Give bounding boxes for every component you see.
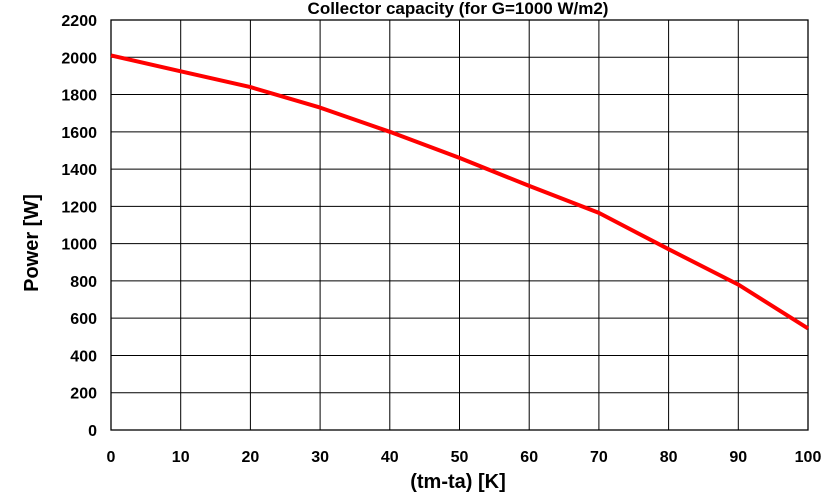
- x-tick-label: 50: [451, 449, 469, 466]
- x-tick-label: 30: [311, 449, 329, 466]
- y-tick-label: 1400: [61, 162, 97, 179]
- y-tick-label: 200: [70, 386, 97, 403]
- x-tick-label: 90: [729, 449, 747, 466]
- y-tick-label: 400: [70, 348, 97, 365]
- x-tick-label: 20: [242, 449, 260, 466]
- y-tick-label: 600: [70, 311, 97, 328]
- plot-area-frame: [110, 19, 809, 431]
- y-axis-label: Power [W]: [21, 194, 43, 292]
- y-tick-label: 1200: [61, 199, 97, 216]
- x-tick-labels: 0 10 20 30 40 50 60 70 80 90 100: [107, 449, 822, 466]
- chart-title: Collector capacity (for G=1000 W/m2): [308, 0, 609, 18]
- series-line: [110, 53, 810, 331]
- y-tick-label: 800: [70, 274, 97, 291]
- y-tick-label: 0: [88, 423, 97, 440]
- x-tick-label: 10: [172, 449, 190, 466]
- series-layer: [110, 53, 810, 331]
- x-tick-label: 40: [381, 449, 399, 466]
- x-tick-label: 0: [107, 449, 116, 466]
- y-tick-label: 2200: [61, 13, 97, 30]
- y-tick-label: 1000: [61, 237, 97, 254]
- x-tick-label: 80: [660, 449, 678, 466]
- x-tick-label: 70: [590, 449, 608, 466]
- x-axis-label: (tm-ta) [K]: [410, 471, 506, 493]
- y-tick-label: 2000: [61, 50, 97, 67]
- x-tick-label: 100: [795, 449, 822, 466]
- y-tick-label: 1800: [61, 88, 97, 105]
- x-tick-label: 60: [520, 449, 538, 466]
- y-tick-labels: 0 200 400 600 800 1000 1200 1400 1600 1800 2000 220…: [61, 13, 97, 440]
- y-tick-label: 1600: [61, 125, 97, 142]
